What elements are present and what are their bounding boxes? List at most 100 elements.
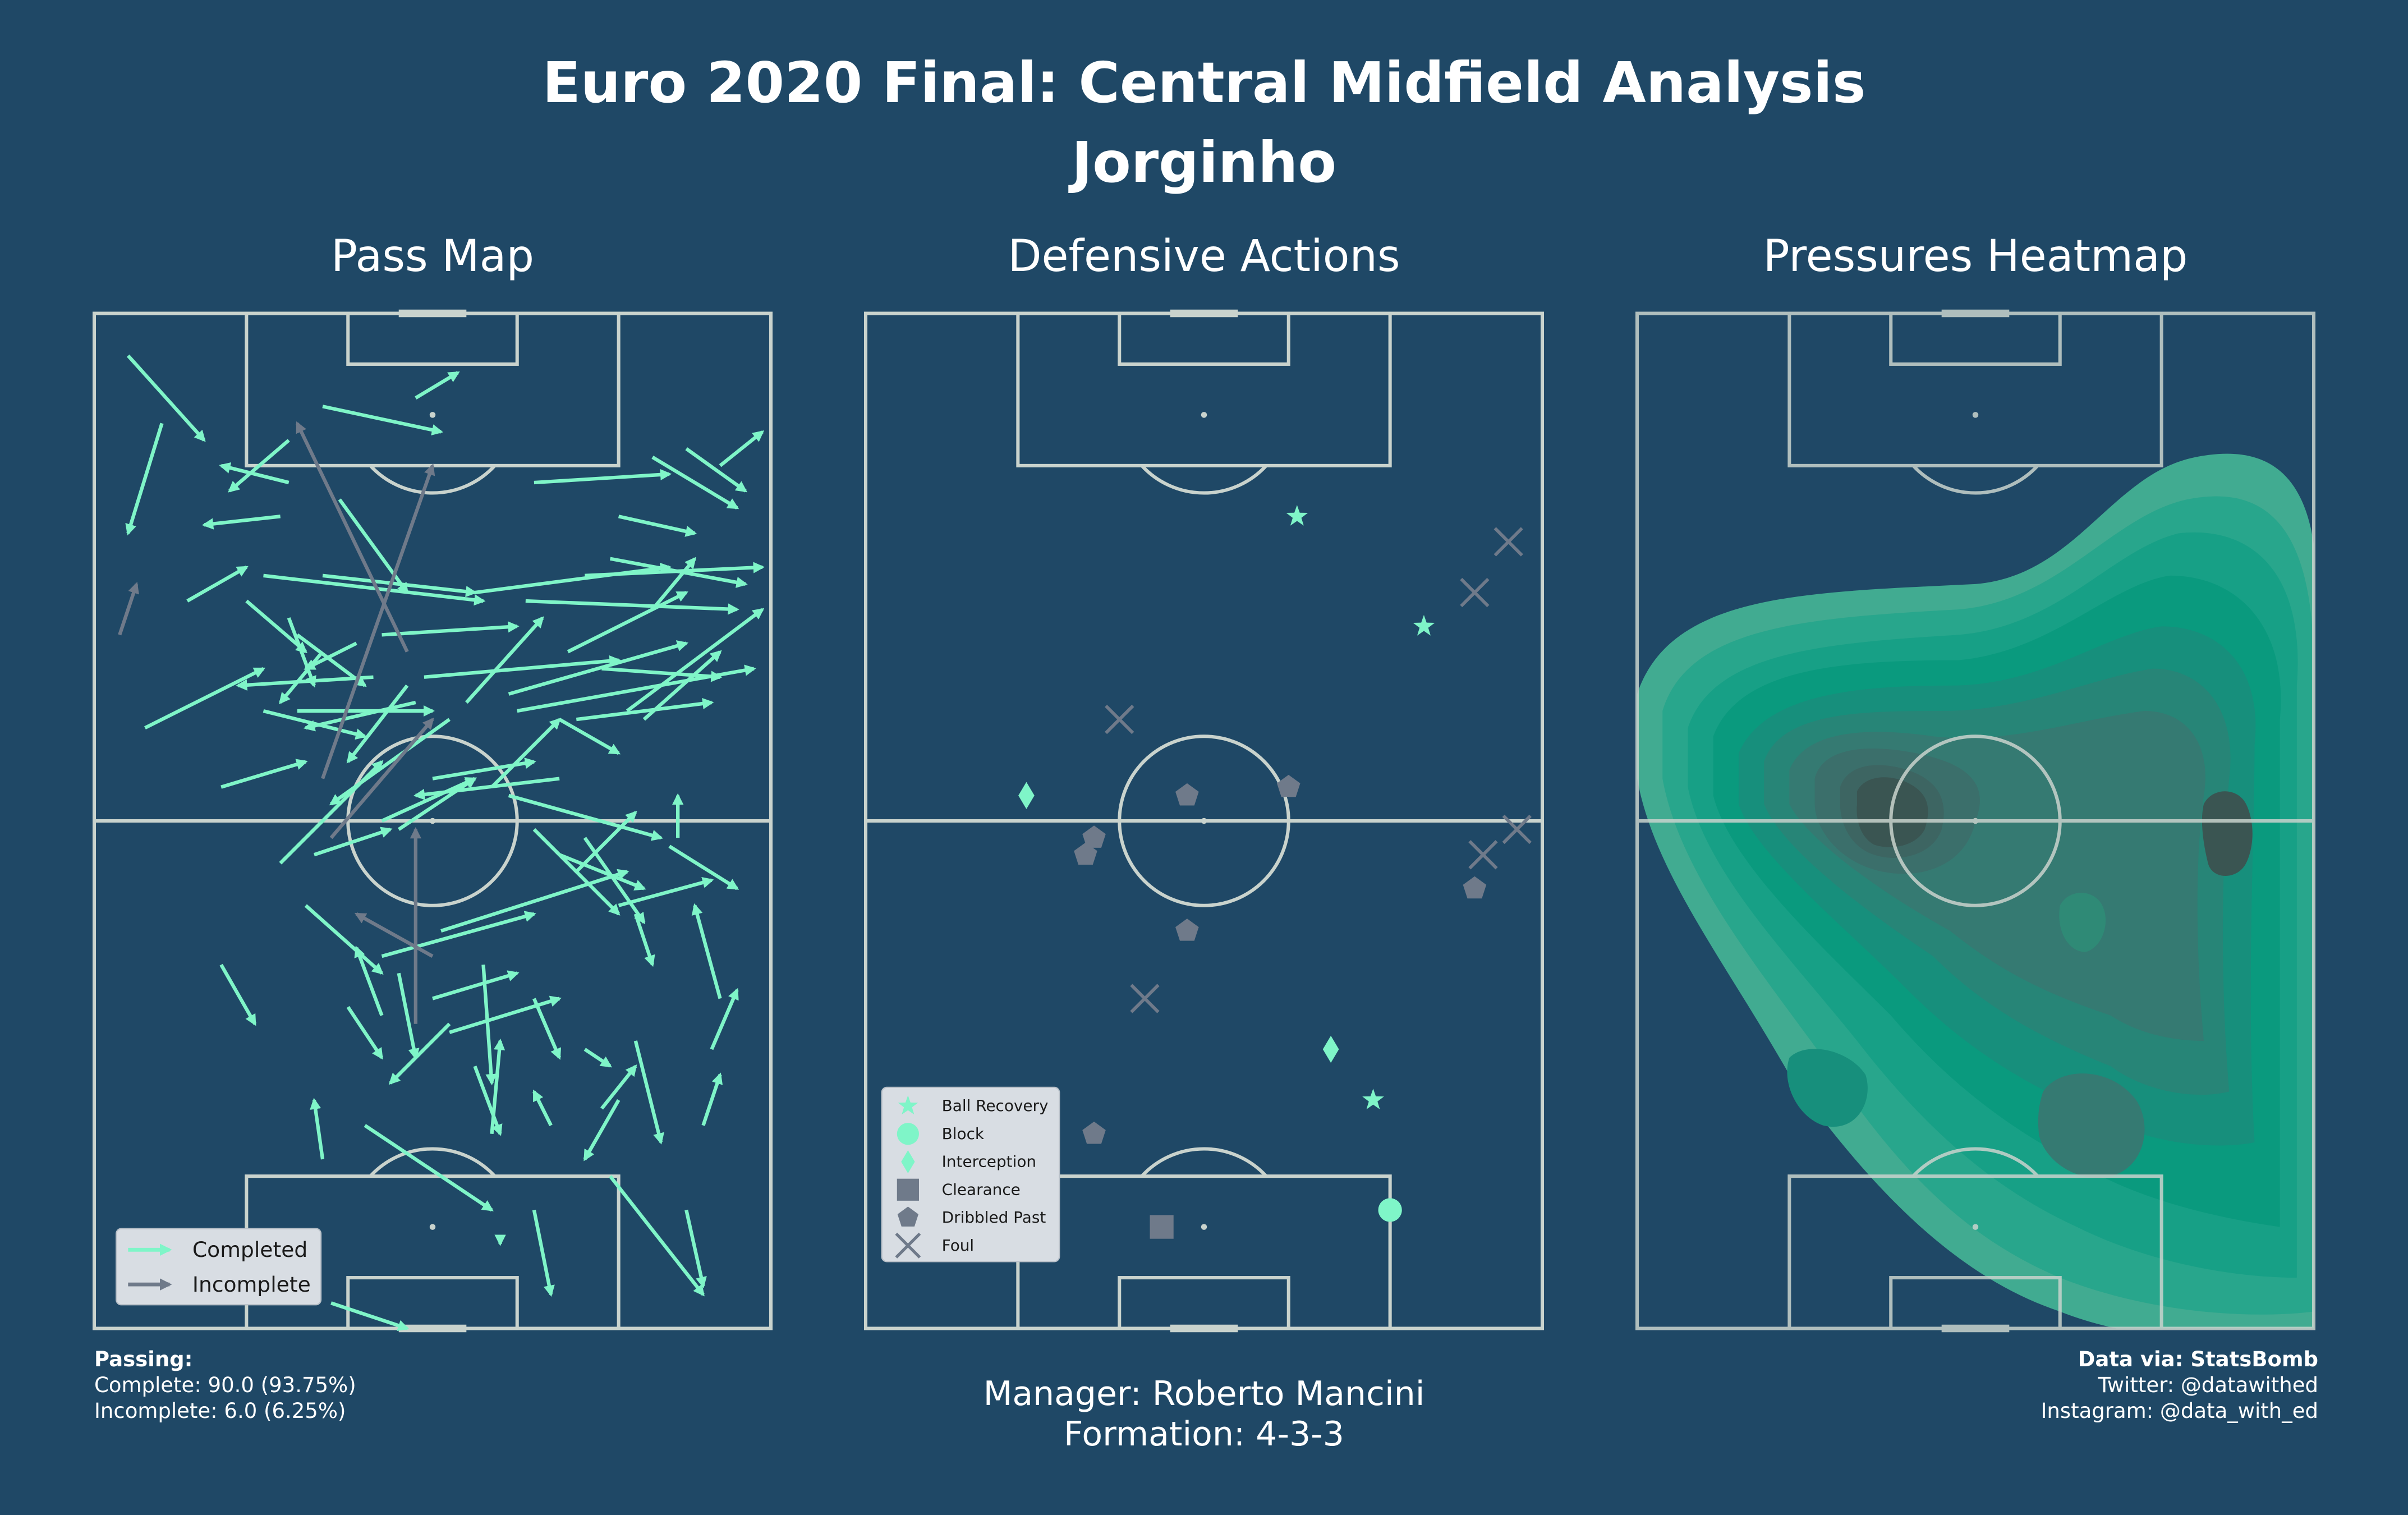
completed-pass-arrow	[534, 469, 672, 485]
dribbled-past-marker	[1463, 876, 1487, 899]
defensive-legend: Ball Recovery Block Interception Clearan…	[881, 1086, 1060, 1262]
completed-pass-arrow	[449, 995, 562, 1034]
completed-pass-arrow	[304, 641, 357, 671]
completed-pass-arrow	[263, 709, 367, 740]
completed-pass-arrow	[719, 430, 765, 467]
passing-complete-stat: Complete: 90.0 (93.75%)	[94, 1373, 356, 1397]
legend-dribbled-past-label: Dribbled Past	[942, 1208, 1046, 1227]
dribbled-past-marker	[1276, 774, 1300, 797]
completed-pass-arrow	[346, 684, 409, 764]
foul-marker	[1493, 527, 1523, 557]
completed-pass-arrow	[219, 462, 289, 485]
completed-pass-arrow	[532, 1209, 555, 1297]
top-penalty-spot	[1972, 412, 1979, 418]
completed-pass-arrow	[415, 371, 460, 400]
legend-foul-label: Foul	[942, 1236, 975, 1255]
center-circle	[346, 734, 519, 907]
pass-map-title: Pass Map	[330, 231, 534, 282]
passing-incomplete-stat: Incomplete: 6.0 (6.25%)	[94, 1399, 346, 1423]
completed-pass-arrow	[186, 566, 249, 603]
center-spot	[429, 818, 436, 824]
completed-pass-arrow	[508, 640, 689, 696]
completed-pass-arrow	[633, 1040, 664, 1145]
completed-pass-arrow	[424, 655, 621, 679]
incomplete-pass-arrow	[329, 718, 434, 839]
completed-pass-arrow	[440, 869, 629, 933]
center-circle	[1889, 734, 2062, 907]
defensive-actions-title: Defensive Actions	[1008, 231, 1400, 282]
completed-pass-arrow	[575, 811, 637, 873]
bottom-six-yard-box	[1118, 1276, 1290, 1330]
completed-pass-arrow	[490, 718, 561, 788]
manager-name: Manager: Roberto Mancini	[983, 1374, 1425, 1413]
chart-title: Euro 2020 Final: Central Midfield Analys…	[542, 50, 1866, 116]
top-penalty-spot	[429, 412, 436, 418]
foul-marker	[1105, 704, 1134, 734]
interception-marker	[1322, 1035, 1339, 1063]
passing-stats: Passing: Complete: 90.0 (93.75%) Incompl…	[94, 1347, 356, 1424]
completed-pass-arrow	[633, 913, 655, 967]
completed-pass-arrow	[618, 515, 697, 537]
ball-recovery-marker	[1413, 614, 1435, 636]
completed-pass-arrow	[228, 439, 290, 493]
heat-peak-low-left	[1787, 1049, 1868, 1127]
twitter-handle: Twitter: @datawithed	[2098, 1373, 2318, 1397]
bottom-penalty-arc	[1911, 1147, 2039, 1178]
completed-pass-arrow	[201, 515, 281, 530]
completed-pass-arrow	[219, 963, 257, 1026]
dribbled-past-marker	[1175, 919, 1199, 941]
completed-pass-arrow	[642, 650, 722, 721]
bottom-penalty-spot	[1201, 1224, 1207, 1230]
top-six-yard-box	[346, 311, 519, 366]
completed-pass-arrow	[701, 1072, 723, 1126]
completed-pass-arrow	[583, 837, 646, 925]
completed-pass-arrow	[346, 1006, 384, 1060]
legend-foul-icon	[895, 1232, 921, 1259]
bottom-six-yard-box	[346, 1276, 519, 1330]
legend-clearance-icon	[897, 1178, 919, 1201]
pass-legend: Completed Incomplete	[116, 1228, 322, 1306]
completed-pass-arrow	[532, 998, 562, 1060]
player-name: Jorginho	[1071, 130, 1337, 195]
completed-pass-arrow	[354, 945, 384, 1016]
completed-pass-arrow	[585, 562, 765, 577]
completed-pass-arrow	[310, 1098, 325, 1160]
completed-pass-arrow	[583, 1048, 612, 1068]
completed-pass-arrow	[583, 1099, 621, 1162]
manager-info: Manager: Roberto Mancini Formation: 4-3-…	[0, 1374, 2408, 1454]
dribbled-past-marker	[1175, 783, 1199, 806]
data-source: Data via: StatsBomb	[2078, 1347, 2318, 1371]
heat-peak-mid	[2059, 893, 2106, 952]
completed-pass-arrow	[279, 650, 324, 705]
incomplete-pass-arrow	[354, 912, 434, 958]
completed-pass-arrow	[245, 599, 307, 654]
legend-ball-recovery-label: Ball Recovery	[942, 1096, 1049, 1115]
completed-pass-arrow	[473, 1066, 503, 1136]
completed-pass-arrow	[236, 675, 374, 691]
completed-pass-arrow	[618, 877, 714, 907]
completed-pass-arrow	[330, 1301, 410, 1331]
interception-marker	[1018, 782, 1035, 809]
heat-density	[1637, 453, 2314, 1329]
top-penalty-arc	[1911, 464, 2039, 495]
legend-completed-label: Completed	[192, 1237, 307, 1262]
completed-pass-arrow	[525, 599, 739, 615]
completed-pass-arrow	[601, 667, 723, 682]
completed-pass-arrow	[220, 759, 308, 789]
heat-peak-right	[2202, 791, 2253, 876]
bottom-penalty-spot	[1972, 1224, 1979, 1230]
completed-pass-arrow	[432, 758, 536, 781]
legend-clearance-label: Clearance	[942, 1180, 1021, 1199]
completed-pass-arrow	[684, 1209, 707, 1289]
completed-pass-arrow	[322, 573, 477, 598]
completed-pass-arrow	[517, 664, 756, 713]
completed-pass-arrow	[263, 573, 486, 606]
completed-pass-arrow	[397, 972, 420, 1060]
ball-recovery-marker	[1362, 1089, 1384, 1109]
completed-pass-arrow	[126, 354, 206, 442]
top-penalty-box	[1787, 311, 2163, 467]
center-spot	[1201, 818, 1207, 824]
completed-pass-arrow	[338, 498, 409, 595]
completed-pass-arrow	[558, 718, 621, 755]
completed-pass-arrow	[685, 447, 748, 493]
